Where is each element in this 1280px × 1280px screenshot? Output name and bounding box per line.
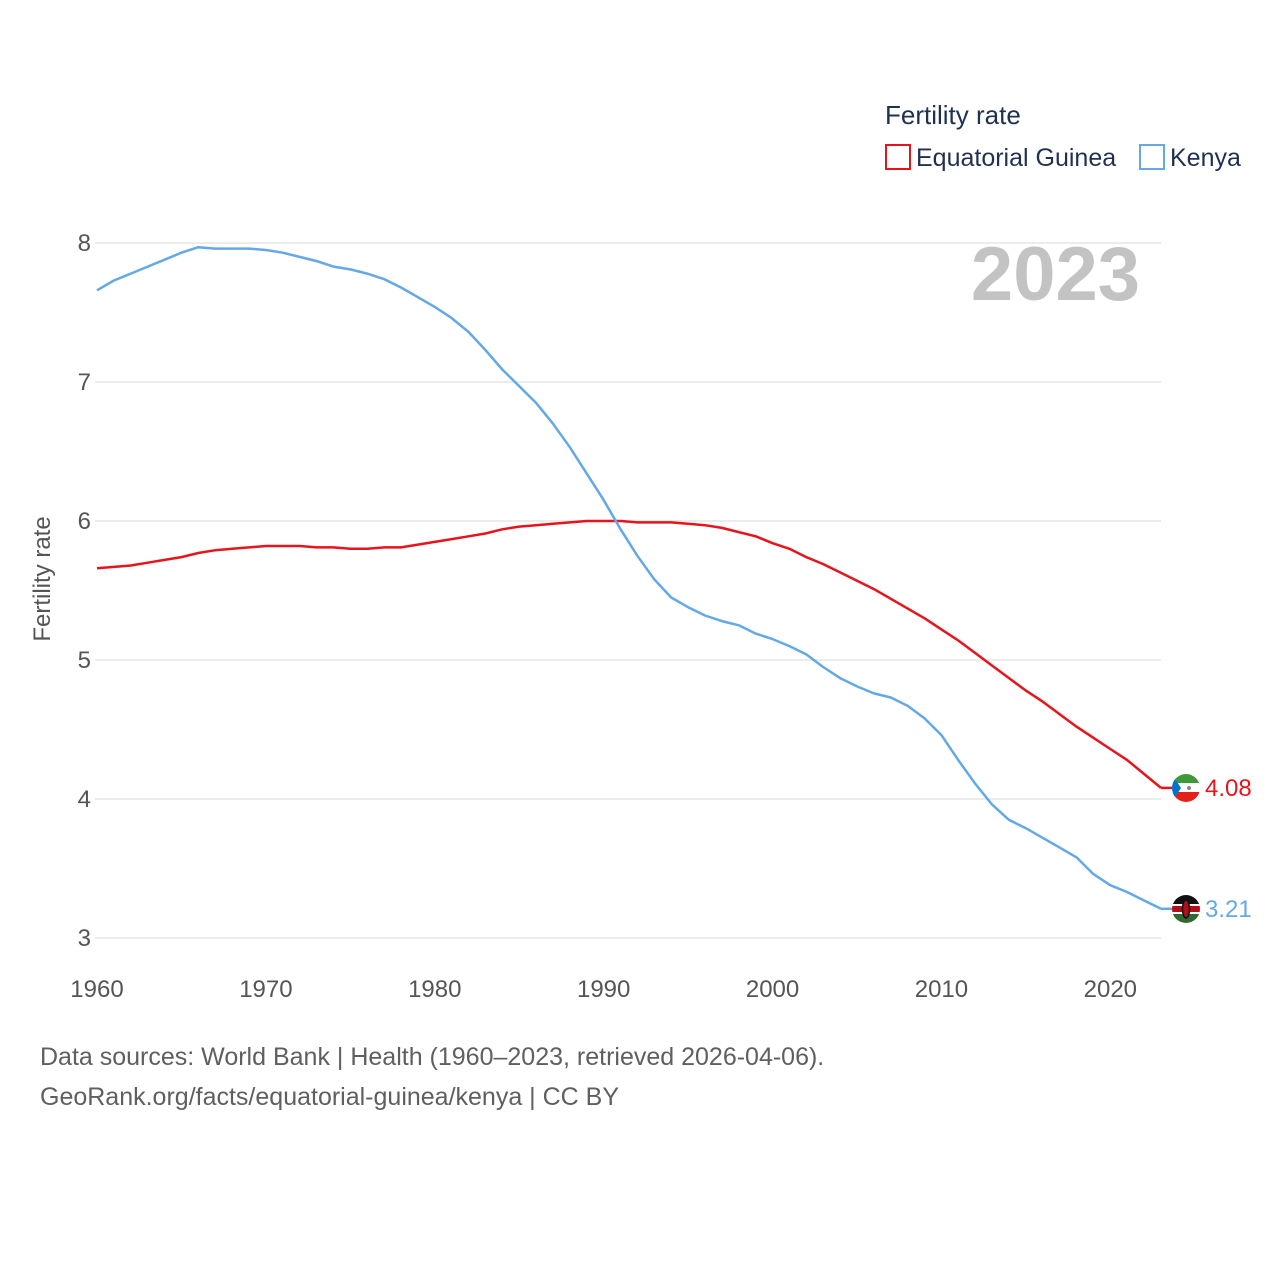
y-tick-label: 5 (78, 647, 91, 674)
equatorial-guinea-flag-icon (1172, 774, 1200, 802)
y-tick-label: 3 (78, 925, 91, 952)
legend-title: Fertility rate (885, 100, 1021, 130)
y-axis-ticks: 3 4 5 6 7 8 (78, 230, 91, 952)
kenya-flag-icon (1172, 895, 1200, 923)
legend-label-equatorial-guinea: Equatorial Guinea (916, 144, 1116, 172)
series-line-equatorial-guinea (96, 519, 1162, 789)
x-axis-ticks: 1960 1970 1980 1990 2000 2010 2020 (70, 976, 1137, 1003)
x-tick-label: 1970 (239, 976, 292, 1003)
x-tick-label: 1980 (408, 976, 461, 1003)
x-tick-label: 1960 (70, 976, 123, 1003)
y-tick-label: 8 (78, 230, 91, 257)
legend-swatch-equatorial-guinea (885, 144, 911, 170)
x-tick-label: 1990 (577, 976, 630, 1003)
series-end-label-kenya: 3.21 (1205, 896, 1252, 923)
data-source-note: Data sources: World Bank | Health (1960–… (40, 1043, 825, 1071)
legend-label-kenya: Kenya (1170, 144, 1241, 172)
y-axis-label: Fertility rate (29, 516, 56, 641)
x-tick-label: 2000 (746, 976, 799, 1003)
series-line-kenya (96, 245, 1162, 910)
y-tick-label: 7 (78, 369, 91, 396)
x-tick-label: 2020 (1084, 976, 1137, 1003)
legend-swatch-kenya (1139, 144, 1165, 170)
y-tick-label: 4 (78, 786, 91, 813)
series-end-markers: 4.08 3.21 (1161, 775, 1252, 923)
year-watermark: 2023 (971, 232, 1140, 317)
y-tick-label: 6 (78, 508, 91, 535)
series-lines (96, 245, 1162, 910)
x-tick-label: 2010 (915, 976, 968, 1003)
series-end-label-equatorial-guinea: 4.08 (1205, 775, 1252, 802)
legend: Fertility rate Equatorial Guinea Kenya (885, 100, 1241, 172)
line-chart: 3 4 5 6 7 8 1960 1970 1980 1990 2000 2010 2020 Fert… (29, 100, 1252, 1003)
grid-lines (95, 242, 1161, 939)
source-url-note: GeoRank.org/facts/equatorial-guinea/keny… (40, 1083, 620, 1111)
